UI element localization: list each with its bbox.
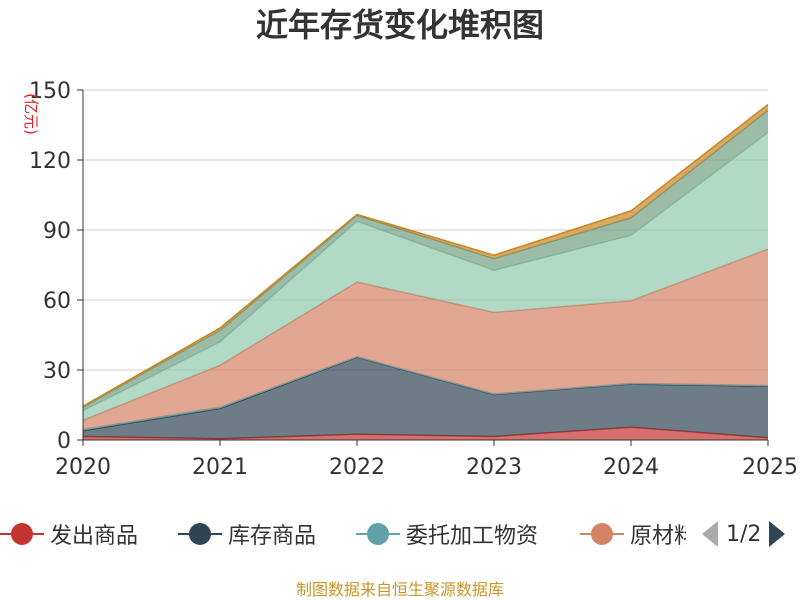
legend-pager: 1/2 — [700, 516, 787, 552]
area-series-5 — [83, 132, 768, 421]
x-tick-label: 2021 — [192, 455, 248, 480]
next-page-icon[interactable] — [767, 519, 787, 549]
y-tick-label: 0 — [57, 429, 71, 454]
legend-item[interactable]: 委托加工物资 — [356, 516, 538, 552]
legend-page-indicator: 1/2 — [726, 521, 762, 547]
axes: 0 30 60 90 120 150 2020 2021 2022 2023 2024 2025 — [29, 79, 798, 480]
stacked-areas — [82, 103, 769, 440]
y-tick-label: 30 — [43, 359, 71, 384]
legend-item[interactable]: 发出商品 — [0, 516, 138, 552]
legend-marker-icon — [178, 523, 222, 545]
legend-marker-icon — [0, 523, 44, 545]
y-axis-unit-label: (亿元) — [22, 93, 40, 135]
chart-title: 近年存货变化堆积图 — [255, 6, 544, 44]
area-series-2 — [83, 357, 768, 439]
x-tick-label: 2024 — [603, 455, 659, 480]
legend-item[interactable]: 原材料 — [580, 516, 686, 552]
x-tick-label: 2020 — [55, 455, 111, 480]
data-source-note: 制图数据来自恒生聚源数据库 — [295, 580, 504, 599]
legend-item[interactable]: 库存商品 — [178, 516, 316, 552]
legend-label: 库存商品 — [228, 524, 317, 549]
area-series-4 — [83, 249, 768, 430]
x-tick-label: 2025 — [742, 455, 798, 480]
y-tick-label: 150 — [29, 79, 71, 104]
legend-label: 原材料 — [630, 524, 686, 549]
area-series-1 — [83, 427, 768, 440]
area-line-series-7 — [82, 103, 769, 407]
legend-marker-icon — [356, 523, 400, 545]
legend-label: 发出商品 — [50, 524, 139, 549]
legend-marker-icon — [580, 523, 624, 545]
prev-page-icon[interactable] — [700, 519, 720, 549]
y-tick-label: 90 — [43, 219, 71, 244]
legend-label: 委托加工物资 — [406, 524, 539, 549]
y-tick-label: 60 — [43, 289, 71, 314]
x-tick-label: 2023 — [466, 455, 522, 480]
x-tick-label: 2022 — [329, 455, 385, 480]
y-tick-label: 120 — [29, 149, 71, 174]
legend: 发出商品 库存商品 委托加工物资 原材料 — [0, 510, 686, 558]
